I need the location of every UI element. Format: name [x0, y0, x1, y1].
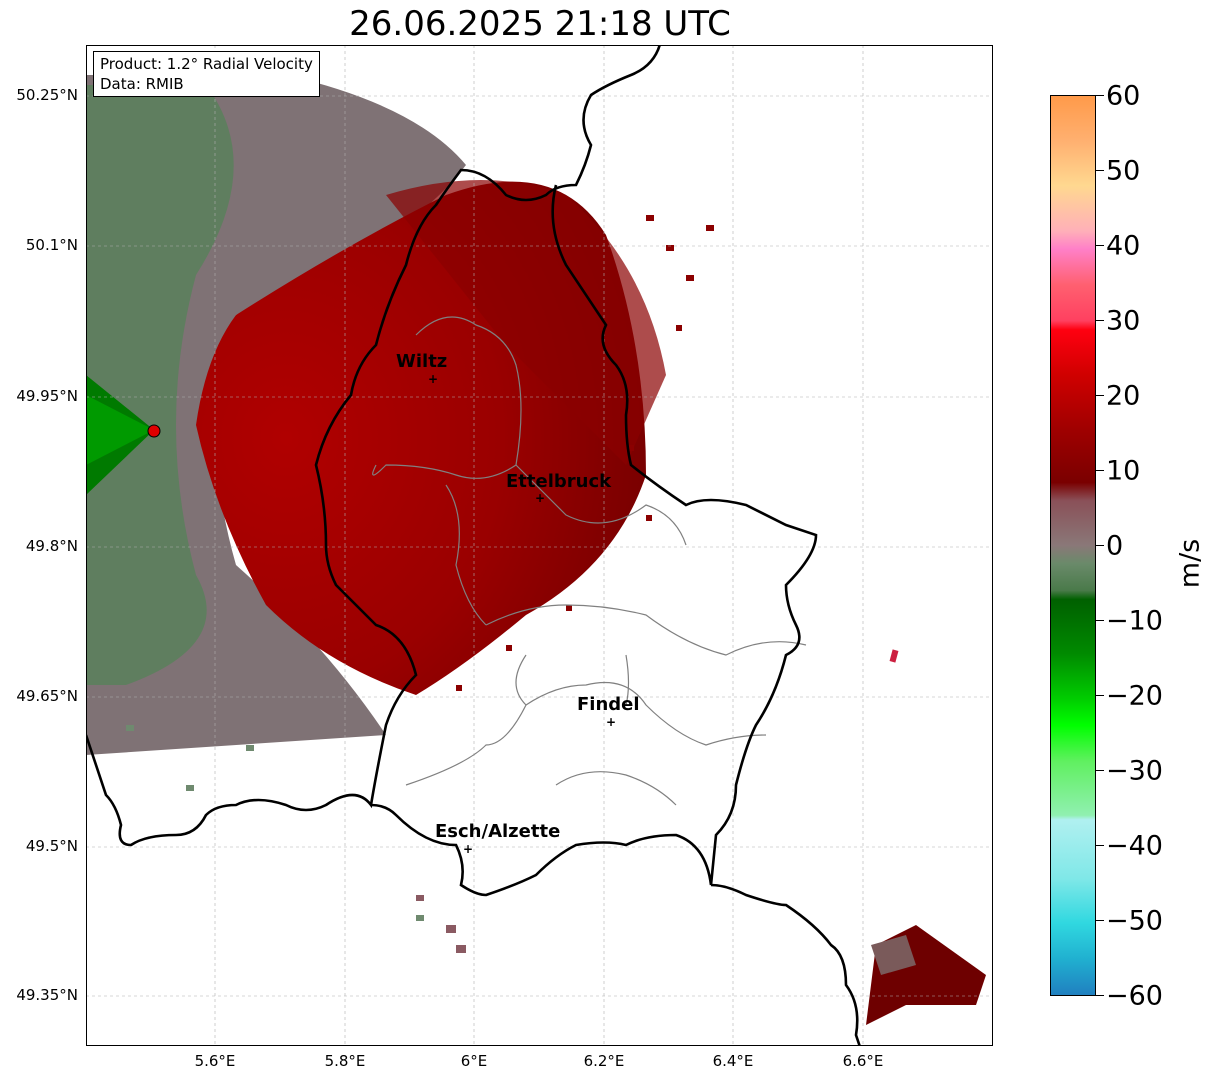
colorbar-tick: −20 — [1106, 680, 1163, 712]
city-label-findel: Findel — [577, 694, 640, 715]
lon-tick-label: 6.4°E — [712, 1052, 754, 1070]
colorbar-tick: −40 — [1106, 830, 1163, 862]
data-source-label: Data: RMIB — [100, 75, 184, 93]
city-label-ettelbruck: Ettelbruck — [506, 471, 612, 492]
product-info-box: Product: 1.2° Radial Velocity Data: RMIB — [93, 51, 320, 97]
lat-tick-label: 49.8°N — [25, 537, 78, 555]
colorbar-tick: 10 — [1106, 455, 1141, 487]
lon-tick-label: 6.6°E — [842, 1052, 884, 1070]
canton-boundaries — [372, 316, 807, 806]
radar-map: Wiltz + Ettelbruck + Findel + Esch/Alzet… — [86, 45, 993, 1046]
map-title: 26.06.2025 21:18 UTC — [349, 4, 731, 44]
gridlines — [86, 45, 993, 1046]
colorbar-tick: −10 — [1106, 605, 1163, 637]
product-label: Product: 1.2° Radial Velocity — [100, 55, 313, 73]
city-marker-findel: + — [606, 715, 616, 729]
colorbar-tick: −50 — [1106, 905, 1163, 937]
lat-tick-label: 49.5°N — [25, 837, 78, 855]
lat-tick-label: 50.25°N — [16, 86, 78, 104]
colorbar-tick: 20 — [1106, 380, 1141, 412]
radar-site-marker — [147, 424, 161, 438]
velocity-field — [86, 75, 986, 1025]
colorbar-unit-label: m/s — [1174, 538, 1206, 589]
lat-tick-label: 49.95°N — [16, 387, 78, 405]
colorbar-tick: 60 — [1106, 80, 1141, 112]
lon-tick-label: 5.6°E — [194, 1052, 236, 1070]
colorbar — [1050, 95, 1096, 996]
city-label-wiltz: Wiltz — [396, 351, 447, 372]
colorbar-tick: 0 — [1106, 530, 1124, 562]
lat-tick-label: 50.1°N — [25, 236, 78, 254]
city-markers: Wiltz + Ettelbruck + Findel + Esch/Alzet… — [396, 351, 640, 856]
colorbar-tick: 30 — [1106, 305, 1141, 337]
colorbar-tick: 50 — [1106, 155, 1141, 187]
city-label-esch-alzette: Esch/Alzette — [435, 821, 560, 842]
colorbar-tick: −60 — [1106, 980, 1163, 1012]
lon-tick-label: 6.2°E — [583, 1052, 625, 1070]
lon-tick-label: 5.8°E — [324, 1052, 366, 1070]
colorbar-tick: −30 — [1106, 755, 1163, 787]
lat-tick-label: 49.65°N — [16, 687, 78, 705]
city-marker-wiltz: + — [428, 372, 438, 386]
lat-tick-label: 49.35°N — [16, 986, 78, 1004]
city-marker-ettelbruck: + — [535, 491, 545, 505]
lon-tick-label: 6°E — [460, 1052, 488, 1070]
colorbar-tick: 40 — [1106, 230, 1141, 262]
city-marker-esch: + — [463, 842, 473, 856]
country-borders — [86, 45, 862, 1046]
